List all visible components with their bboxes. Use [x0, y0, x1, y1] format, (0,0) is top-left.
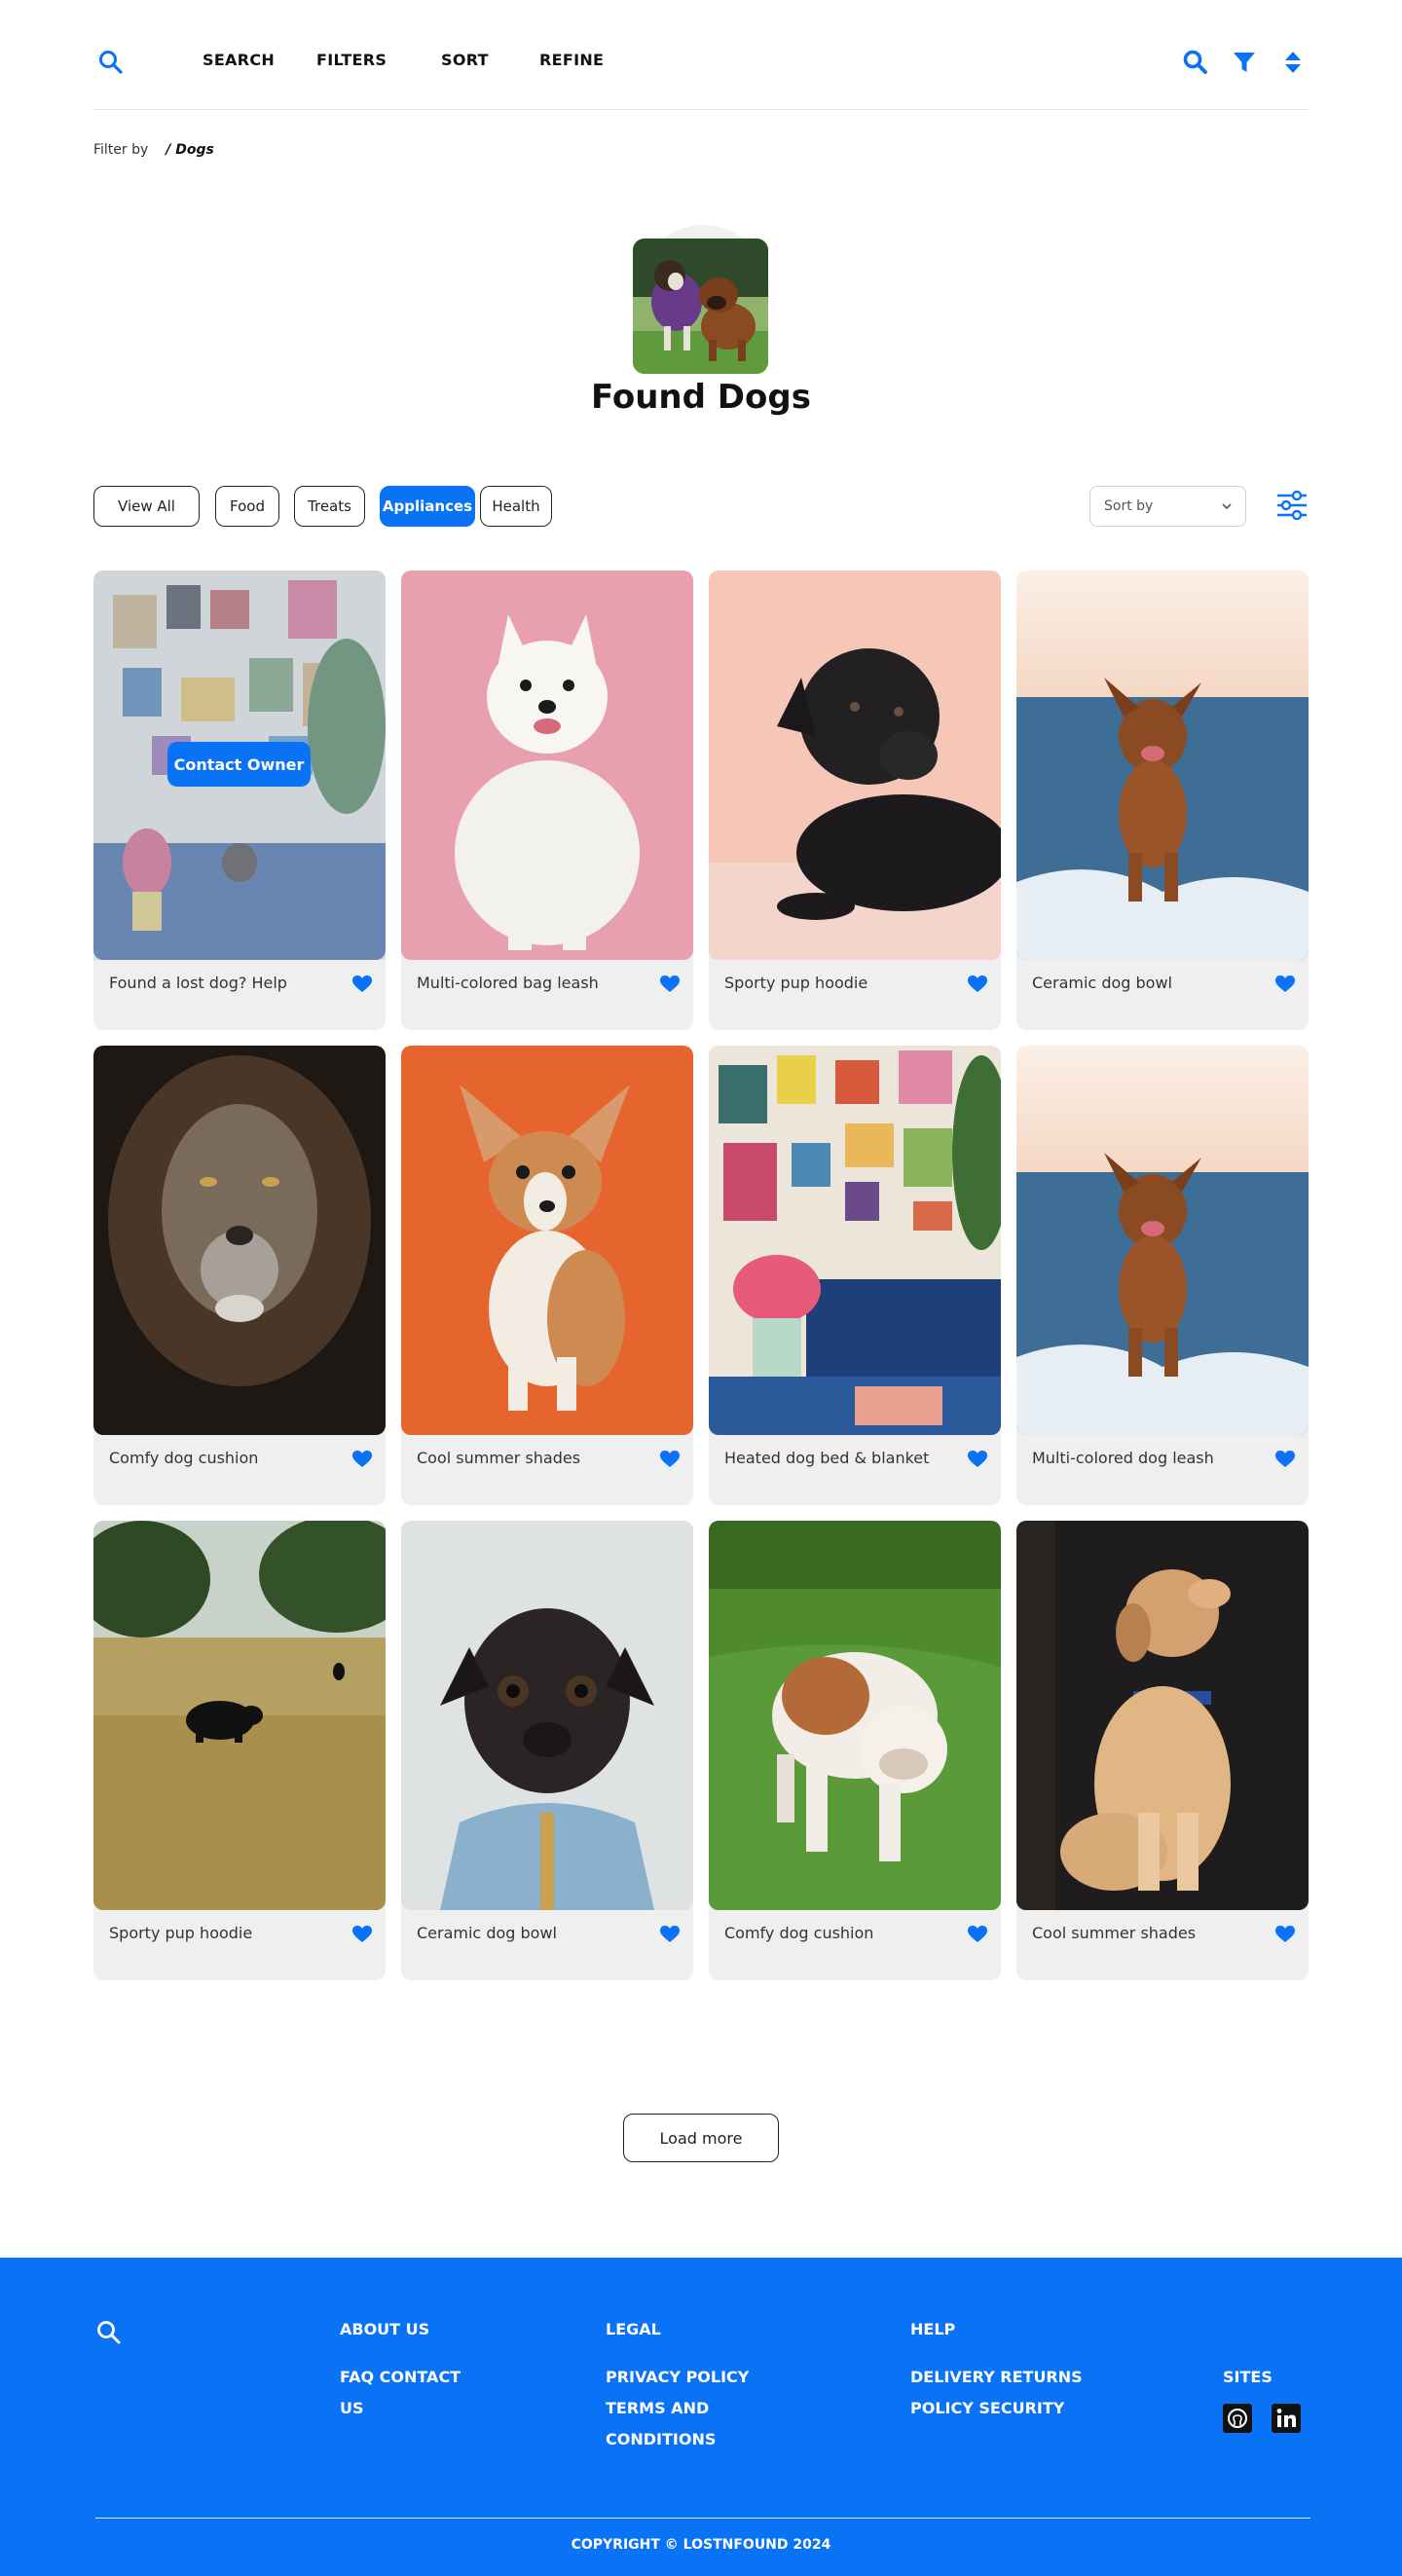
product-image	[709, 1521, 1001, 1910]
product-image	[1016, 1521, 1309, 1910]
product-title: Found a lost dog? Help	[109, 974, 287, 992]
chip-food[interactable]: Food	[215, 486, 279, 527]
product-image	[1016, 570, 1309, 960]
footer-sites-heading: SITES	[1223, 2368, 1273, 2386]
footer-legal-column: LEGAL PRIVACY POLICY TERMS AND CONDITION…	[606, 2320, 749, 2455]
heart-icon[interactable]	[352, 1926, 372, 1943]
product-image	[709, 570, 1001, 960]
chip-treats[interactable]: Treats	[294, 486, 365, 527]
product-title: Ceramic dog bowl	[417, 1924, 557, 1942]
footer-about-column: ABOUT US FAQ CONTACT US	[340, 2320, 461, 2424]
footer-help-column: HELP DELIVERY RETURNS POLICY SECURITY	[910, 2320, 1083, 2424]
nav-sort[interactable]: SORT	[441, 51, 489, 69]
sort-by-placeholder: Sort by	[1104, 498, 1154, 514]
product-card[interactable]: Cool summer shades	[1016, 1521, 1309, 1980]
heart-icon[interactable]	[1275, 1926, 1295, 1943]
contact-owner-button[interactable]: Contact Owner	[167, 742, 311, 787]
sliders-icon	[1277, 491, 1307, 520]
product-card[interactable]: Sporty pup hoodie	[709, 570, 1001, 1030]
heart-icon[interactable]	[1275, 1451, 1295, 1468]
nav-filters[interactable]: FILTERS	[316, 51, 387, 69]
heart-icon[interactable]	[352, 975, 372, 993]
product-title: Heated dog bed & blanket	[724, 1449, 930, 1467]
footer-social-links	[1223, 2404, 1301, 2433]
product-title: Multi-colored bag leash	[417, 974, 599, 992]
github-icon[interactable]	[1223, 2404, 1252, 2433]
heart-icon[interactable]	[352, 1451, 372, 1468]
product-grid: Contact Owner Found a lost dog? Help Mul…	[93, 570, 1310, 1980]
product-image	[93, 1046, 386, 1435]
footer-link-delivery-returns[interactable]: DELIVERY RETURNS	[910, 2368, 1083, 2386]
heart-icon[interactable]	[968, 1451, 987, 1468]
breadcrumb-current[interactable]: / Dogs	[166, 142, 214, 158]
search-icon[interactable]	[1180, 47, 1211, 78]
product-card[interactable]: Ceramic dog bowl	[401, 1521, 693, 1980]
footer-link-faq-contact[interactable]: FAQ CONTACT	[340, 2368, 461, 2386]
chevron-down-icon	[1222, 503, 1232, 510]
nav-refine[interactable]: REFINE	[539, 51, 605, 69]
chip-health[interactable]: Health	[480, 486, 552, 527]
load-more-button[interactable]: Load more	[623, 2114, 779, 2162]
product-card[interactable]: Comfy dog cushion	[709, 1521, 1001, 1980]
product-card[interactable]: Comfy dog cushion	[93, 1046, 386, 1505]
product-title: Comfy dog cushion	[109, 1449, 259, 1467]
heart-icon[interactable]	[660, 975, 680, 993]
sort-icon[interactable]	[1277, 47, 1309, 78]
page-title: Found Dogs	[591, 378, 811, 417]
product-title: Cool summer shades	[1032, 1924, 1197, 1942]
adjust-filters-button[interactable]	[1275, 487, 1309, 524]
copyright: COPYRIGHT © LOSTNFOUND 2024	[571, 2537, 831, 2553]
footer-help-heading: HELP	[910, 2320, 956, 2338]
product-image	[1016, 1046, 1309, 1435]
product-card[interactable]: Multi-colored bag leash	[401, 570, 693, 1030]
product-title: Multi-colored dog leash	[1032, 1449, 1214, 1467]
product-image	[93, 570, 386, 960]
footer-link-conditions[interactable]: CONDITIONS	[606, 2430, 717, 2448]
heart-icon[interactable]	[968, 975, 987, 993]
nav-search[interactable]: SEARCH	[203, 51, 276, 69]
sort-by-select[interactable]: Sort by	[1089, 486, 1246, 527]
product-title: Cool summer shades	[417, 1449, 581, 1467]
footer-about-heading: ABOUT US	[340, 2320, 430, 2338]
product-title: Sporty pup hoodie	[109, 1924, 253, 1942]
chip-view-all[interactable]: View All	[93, 486, 200, 527]
product-image	[401, 1046, 693, 1435]
footer-sites: SITES	[1223, 2368, 1273, 2386]
breadcrumb: Filter by / Dogs	[93, 142, 214, 158]
product-title: Sporty pup hoodie	[724, 974, 868, 992]
hero-dogs-image	[633, 239, 768, 374]
product-card[interactable]: Ceramic dog bowl	[1016, 570, 1309, 1030]
product-card[interactable]: Heated dog bed & blanket	[709, 1046, 1001, 1505]
product-card[interactable]: Contact Owner Found a lost dog? Help	[93, 570, 386, 1030]
chip-appliances[interactable]: Appliances	[380, 486, 475, 527]
search-icon[interactable]	[97, 49, 125, 76]
footer-divider	[95, 2518, 1310, 2519]
breadcrumb-label: Filter by	[93, 142, 149, 158]
product-card[interactable]: Multi-colored dog leash	[1016, 1046, 1309, 1505]
footer-link-privacy-policy[interactable]: PRIVACY POLICY	[606, 2368, 750, 2386]
product-image	[709, 1046, 1001, 1435]
heart-icon[interactable]	[968, 1926, 987, 1943]
product-image	[401, 1521, 693, 1910]
header-actions	[1180, 47, 1309, 78]
product-title: Ceramic dog bowl	[1032, 974, 1172, 992]
product-image	[401, 570, 693, 960]
filter-icon[interactable]	[1229, 47, 1260, 78]
footer-link-policy-security[interactable]: POLICY SECURITY	[910, 2399, 1065, 2417]
site-footer: ABOUT US FAQ CONTACT US LEGAL PRIVACY PO…	[0, 2258, 1402, 2576]
heart-icon[interactable]	[660, 1926, 680, 1943]
product-card[interactable]: Cool summer shades	[401, 1046, 693, 1505]
linkedin-icon[interactable]	[1272, 2404, 1301, 2433]
footer-legal-heading: LEGAL	[606, 2320, 661, 2338]
footer-link-us[interactable]: US	[340, 2399, 364, 2417]
product-card[interactable]: Sporty pup hoodie	[93, 1521, 386, 1980]
search-icon[interactable]	[95, 2319, 123, 2346]
heart-icon[interactable]	[1275, 975, 1295, 993]
top-header: SEARCH FILTERS SORT REFINE	[93, 0, 1309, 110]
footer-link-terms[interactable]: TERMS AND	[606, 2399, 710, 2417]
heart-icon[interactable]	[660, 1451, 680, 1468]
product-title: Comfy dog cushion	[724, 1924, 874, 1942]
main-nav: SEARCH FILTERS SORT REFINE	[203, 51, 604, 69]
product-image	[93, 1521, 386, 1910]
